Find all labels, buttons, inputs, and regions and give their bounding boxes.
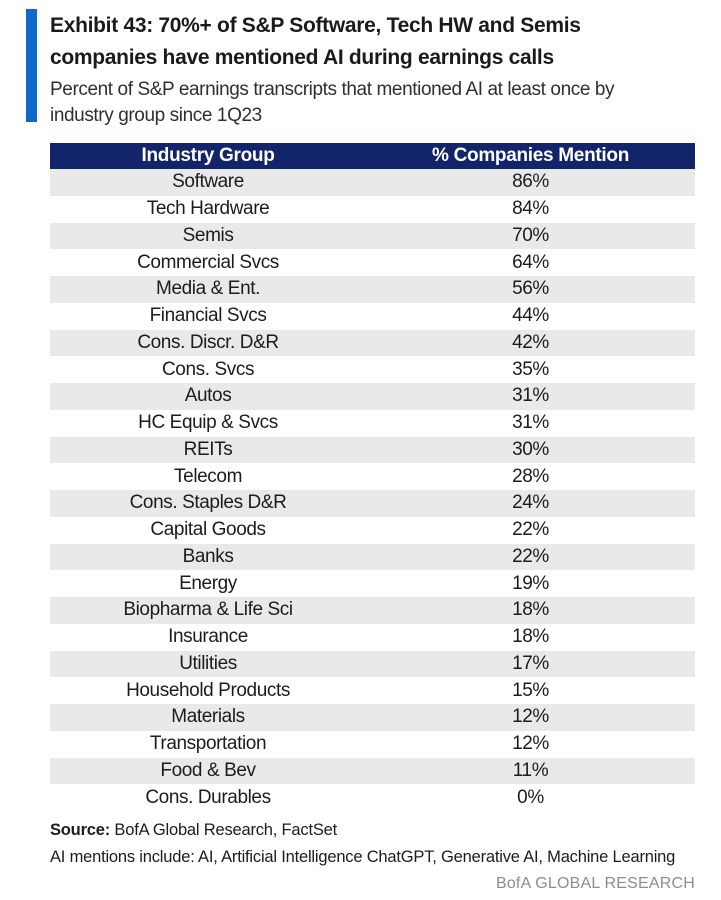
industry-cell: Cons. Discr. D&R: [137, 331, 279, 353]
table-row: Media & Ent. 56%: [50, 276, 695, 303]
value-cell: 15%: [512, 679, 549, 701]
table-row: HC Equip & Svcs 31%: [50, 409, 695, 437]
value-cell: 56%: [512, 278, 549, 300]
table-row: Semis 70%: [50, 222, 695, 250]
value-cell: 11%: [512, 759, 549, 781]
table-row: Insurance 18%: [50, 623, 695, 651]
table-row: Materials 12%: [50, 704, 695, 731]
blue-accent-bar: [26, 9, 37, 122]
value-cell: 30%: [512, 438, 549, 460]
value-cell: 86%: [512, 171, 549, 193]
value-cell: 70%: [512, 224, 549, 246]
industry-cell: HC Equip & Svcs: [138, 412, 278, 434]
exhibit-title-line-1: Exhibit 43: 70%+ of S&P Software, Tech H…: [50, 14, 581, 37]
table-body: Software 86% Tech Hardware 84% Semis 70% Comme…: [50, 169, 695, 811]
industry-cell: Semis: [182, 224, 234, 246]
table-row: Cons. Durables 0%: [50, 784, 695, 811]
column-header-industry-group: Industry Group: [141, 145, 275, 166]
exhibit-subtitle-line-1: Percent of S&P earnings transcripts that…: [50, 79, 615, 100]
exhibit-footer: Source: BofA Global Research, FactSet AI…: [50, 817, 695, 897]
industry-cell: REITs: [183, 438, 233, 460]
table-row: Biopharma & Life Sci 18%: [50, 597, 695, 624]
source-text: BofA Global Research, FactSet: [110, 821, 337, 839]
value-cell: 22%: [512, 519, 549, 541]
table-row: Tech Hardware 84%: [50, 195, 695, 223]
industry-cell: Utilities: [179, 652, 237, 674]
source-line: Source: BofA Global Research, FactSet: [50, 817, 695, 844]
industry-cell: Transportation: [149, 733, 267, 755]
table-row: Cons. Discr. D&R 42%: [50, 329, 695, 357]
column-header-companies-mention: % Companies Mention: [432, 145, 629, 166]
industry-cell: Banks: [182, 545, 234, 567]
value-cell: 42%: [512, 331, 549, 353]
exhibit-title-line-2: companies have mentioned AI during earni…: [50, 46, 554, 69]
table-row: Cons. Staples D&R 24%: [50, 490, 695, 517]
value-cell: 31%: [512, 412, 549, 434]
value-cell: 17%: [512, 652, 549, 674]
industry-cell: Household Products: [126, 679, 290, 701]
industry-cell: Cons. Staples D&R: [129, 492, 287, 514]
table-row: Commercial Svcs 64%: [50, 249, 695, 276]
value-cell: 28%: [512, 465, 549, 487]
industry-cell: Energy: [179, 572, 237, 594]
industry-cell: Insurance: [168, 626, 248, 648]
value-cell: 22%: [512, 545, 549, 567]
industry-cell: Financial Svcs: [149, 305, 267, 327]
table-row: REITs 30%: [50, 436, 695, 464]
industry-cell: Materials: [171, 706, 245, 728]
exhibit-subtitle-line-2: industry group since 1Q23: [50, 105, 262, 126]
value-cell: 35%: [512, 358, 549, 380]
table-row: Banks 22%: [50, 543, 695, 571]
industry-cell: Capital Goods: [150, 519, 266, 541]
table-header-row: Industry Group % Companies Mention: [50, 143, 695, 169]
industry-cell: Commercial Svcs: [137, 251, 279, 273]
value-cell: 12%: [512, 733, 549, 755]
value-cell: 31%: [512, 385, 549, 407]
bofa-global-research-brand: BofA GLOBAL RESEARCH: [495, 875, 695, 892]
table-row: Food & Bev 11%: [50, 757, 695, 785]
value-cell: 18%: [512, 626, 549, 648]
table-row: Software 86%: [50, 169, 695, 196]
table-row: Telecom 28%: [50, 463, 695, 490]
value-cell: 12%: [512, 706, 549, 728]
industry-ai-mentions-table: Industry Group % Companies Mention Softw…: [50, 143, 695, 811]
value-cell: 84%: [512, 198, 549, 220]
table-row: Transportation 12%: [50, 730, 695, 758]
table-row: Cons. Svcs 35%: [50, 356, 695, 383]
value-cell: 24%: [512, 492, 549, 514]
industry-cell: Software: [172, 171, 244, 193]
industry-cell: Food & Bev: [160, 759, 256, 781]
industry-cell: Cons. Svcs: [161, 358, 255, 380]
table-row: Energy 19%: [50, 570, 695, 597]
source-label: Source:: [50, 821, 111, 839]
table-row: Capital Goods 22%: [50, 516, 695, 544]
ai-mentions-note: AI mentions include: AI, Artificial Inte…: [50, 848, 676, 866]
industry-cell: Tech Hardware: [146, 198, 270, 220]
value-cell: 44%: [512, 305, 549, 327]
table-row: Household Products 15%: [50, 677, 695, 704]
industry-cell: Media & Ent.: [156, 278, 261, 300]
industry-cell: Cons. Durables: [145, 786, 271, 808]
table-row: Autos 31%: [50, 383, 695, 410]
value-cell: 64%: [512, 251, 549, 273]
value-cell: 19%: [512, 572, 549, 594]
table-row: Financial Svcs 44%: [50, 302, 695, 330]
industry-cell: Biopharma & Life Sci: [123, 599, 293, 621]
exhibit-header: Exhibit 43: 70%+ of S&P Software, Tech H…: [50, 10, 710, 129]
value-cell: 0%: [517, 786, 544, 808]
value-cell: 18%: [512, 599, 549, 621]
industry-cell: Autos: [184, 385, 232, 407]
table-row: Utilities 17%: [50, 650, 695, 678]
industry-cell: Telecom: [174, 465, 242, 487]
